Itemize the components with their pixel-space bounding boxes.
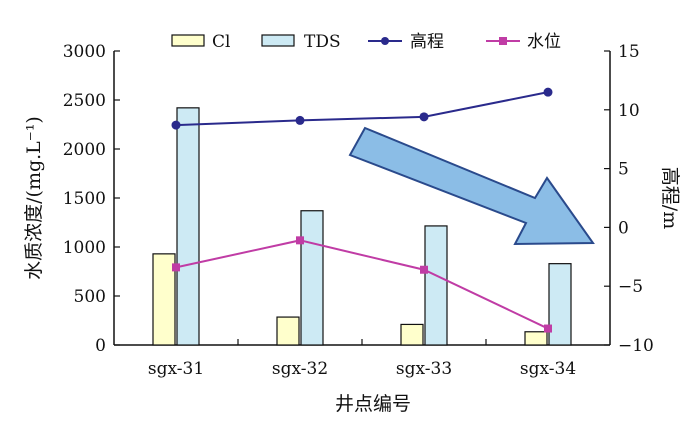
x-tick-label: sgx-33 — [396, 359, 452, 379]
x-tick-label: sgx-31 — [148, 359, 204, 379]
legend-marker — [381, 37, 389, 45]
point-water-level — [172, 263, 180, 272]
y2-tick-label: 0 — [618, 218, 629, 238]
legend-marker — [499, 37, 507, 45]
point-water-level — [544, 324, 552, 333]
legend-cl: Cl — [171, 32, 230, 52]
y2-tick-label: 15 — [618, 42, 640, 62]
line-series-water-level — [175, 239, 549, 330]
point-elevation — [543, 87, 553, 97]
bar-cl — [276, 316, 300, 346]
bar-tds — [424, 225, 448, 346]
y2-tick-label: 5 — [618, 160, 629, 180]
y-axis-title: 水质浓度/(mg.L⁻¹) — [23, 116, 45, 280]
y-tick-label: 0 — [95, 336, 106, 356]
bar-tds — [548, 263, 572, 346]
y-tick-label: 1500 — [63, 189, 106, 209]
point-water-level — [296, 236, 304, 245]
bar-tds — [176, 107, 200, 346]
bar-cl — [152, 253, 176, 346]
trend-arrow — [348, 126, 595, 246]
y2-axis-title: 高程/m — [659, 167, 681, 229]
legend-tds: TDS — [261, 32, 341, 52]
y-tick-label: 3000 — [63, 42, 106, 62]
bar-cl — [400, 323, 424, 346]
point-elevation — [295, 115, 305, 125]
x-tick-label: sgx-34 — [520, 359, 576, 379]
bars — [152, 107, 572, 346]
point-elevation — [419, 112, 429, 122]
legend-label: Cl — [212, 32, 230, 52]
legend-water-level: 水位 — [486, 32, 561, 52]
bar-cl — [524, 331, 548, 346]
trend-arrow-shape — [348, 126, 595, 246]
y-tick-label: 2000 — [63, 140, 106, 160]
y-tick-label: 1000 — [63, 238, 106, 258]
ticks: 0 500 1000 1500 2000 2500 3000 −10 −5 0 5 10 15 sgx-3… — [63, 42, 654, 379]
line-series-elevation — [175, 91, 549, 127]
y2-tick-label: 10 — [618, 101, 640, 121]
y-tick-label: 500 — [74, 287, 106, 307]
legend-swatch — [261, 34, 295, 47]
legend-swatch — [171, 34, 205, 47]
lines — [171, 87, 553, 333]
bar-tds — [300, 210, 324, 346]
y-tick-label: 2500 — [63, 91, 106, 111]
x-tick-label: sgx-32 — [272, 359, 328, 379]
x-axis-title: 井点编号 — [335, 393, 411, 415]
legend-label: TDS — [304, 32, 341, 52]
legend-label: 水位 — [527, 32, 561, 52]
legend-elevation: 高程 — [368, 32, 444, 52]
point-elevation — [171, 120, 181, 130]
point-water-level — [420, 265, 428, 274]
legend: Cl TDS 高程 水位 — [171, 32, 561, 52]
y2-tick-label: −5 — [618, 277, 643, 297]
y2-tick-label: −10 — [618, 336, 654, 356]
legend-label: 高程 — [410, 32, 444, 52]
